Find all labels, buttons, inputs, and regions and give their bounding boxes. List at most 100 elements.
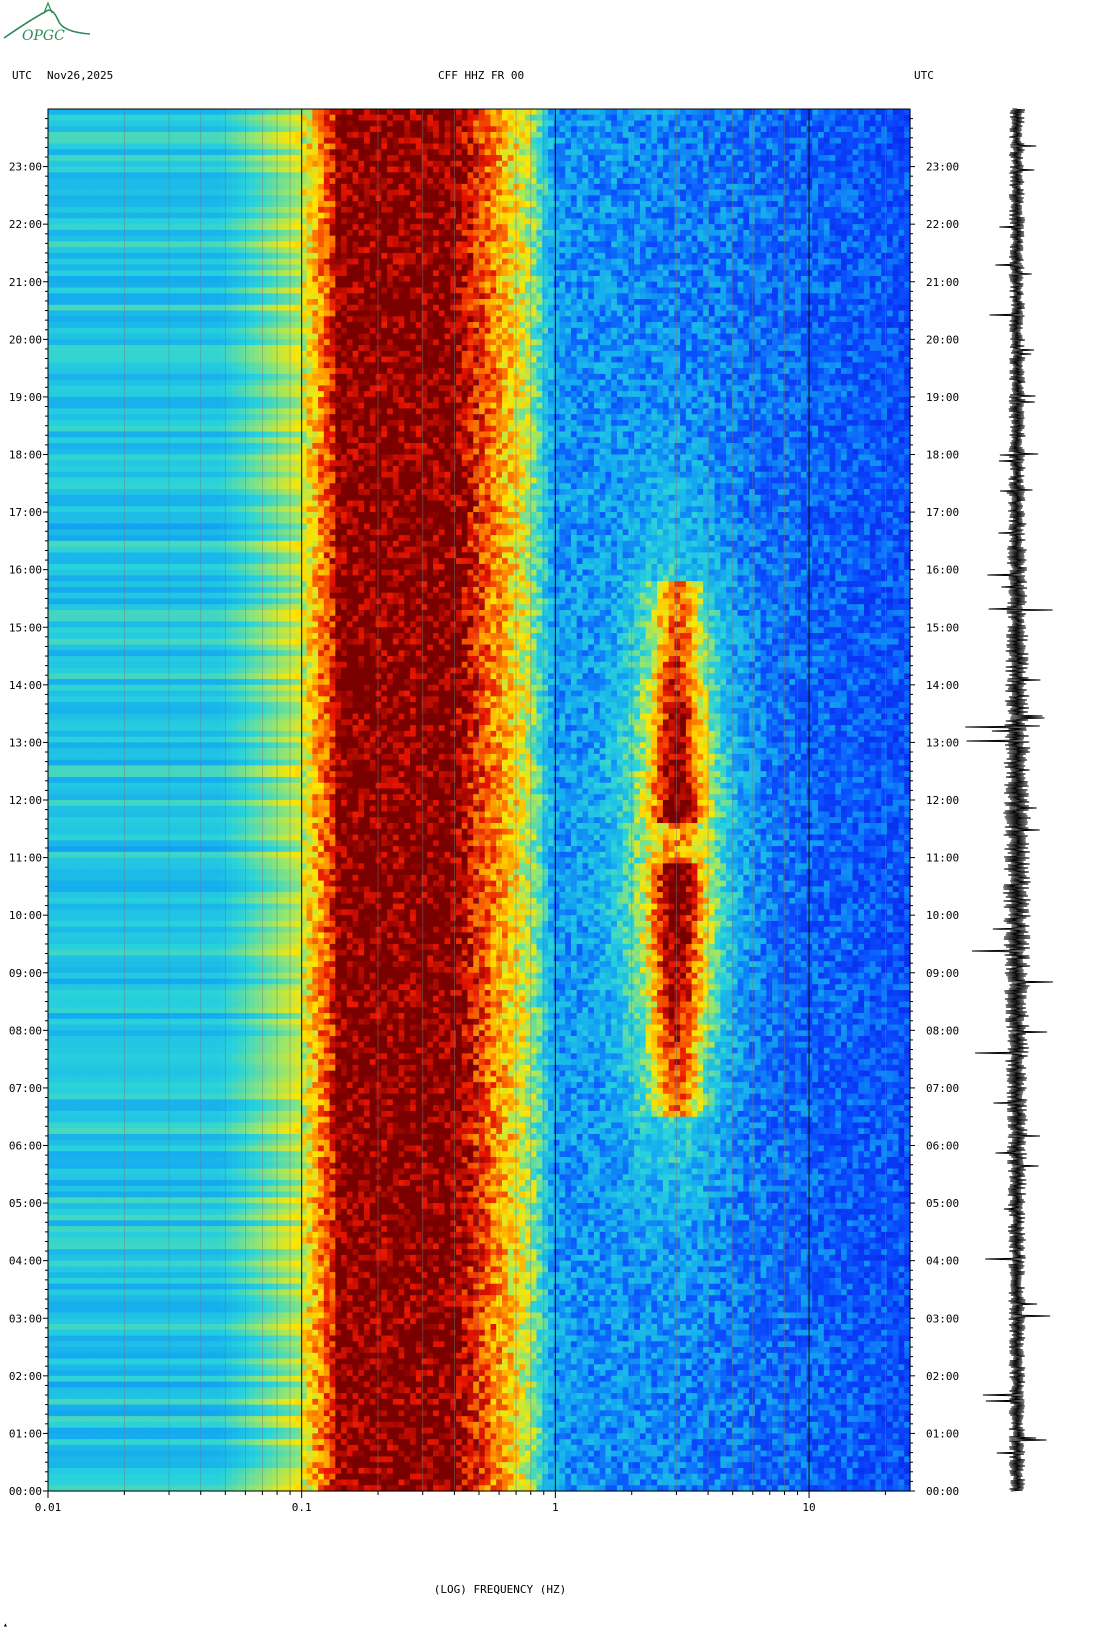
heatmap-cell bbox=[289, 126, 296, 133]
heatmap-cell bbox=[203, 247, 210, 254]
heatmap-cell bbox=[720, 229, 727, 237]
heatmap-cell bbox=[289, 287, 296, 294]
heatmap-cell bbox=[341, 235, 348, 243]
heatmap-cell bbox=[691, 293, 698, 300]
heatmap-cell bbox=[582, 126, 589, 133]
heatmap-cell bbox=[806, 264, 813, 271]
heatmap-cell bbox=[720, 132, 727, 139]
heatmap-cell bbox=[174, 126, 181, 133]
heatmap-cell bbox=[806, 218, 813, 225]
heatmap-cell bbox=[749, 270, 756, 277]
heatmap-cell bbox=[180, 299, 187, 306]
heatmap-cell bbox=[185, 224, 193, 231]
heatmap-cell bbox=[134, 270, 141, 277]
heatmap-cell bbox=[714, 264, 721, 271]
heatmap-cell bbox=[392, 178, 400, 185]
heatmap-cell bbox=[490, 160, 497, 168]
heatmap-cell bbox=[777, 218, 785, 225]
heatmap-cell bbox=[737, 241, 744, 248]
heatmap-cell bbox=[461, 160, 469, 168]
heatmap-cell bbox=[48, 235, 55, 243]
heatmap-cell bbox=[691, 114, 698, 122]
heatmap-cell bbox=[720, 120, 727, 127]
heatmap-cell bbox=[783, 281, 790, 289]
heatmap-cell bbox=[174, 149, 181, 156]
heatmap-cell bbox=[703, 137, 710, 145]
heatmap-cell bbox=[444, 166, 451, 173]
heatmap-cell bbox=[99, 258, 107, 266]
heatmap-cell bbox=[387, 149, 394, 156]
heatmap-cell bbox=[318, 241, 325, 248]
heatmap-cell bbox=[433, 293, 440, 300]
heatmap-cell bbox=[818, 224, 825, 231]
heatmap-cell bbox=[450, 229, 457, 237]
heatmap-cell bbox=[818, 264, 825, 271]
heatmap-cell bbox=[513, 235, 520, 243]
heatmap-cell bbox=[461, 132, 469, 139]
heatmap-cell bbox=[760, 172, 767, 179]
heatmap-cell bbox=[352, 258, 359, 266]
heatmap-cell bbox=[318, 252, 325, 260]
heatmap-cell bbox=[438, 166, 446, 173]
heatmap-cell bbox=[513, 293, 520, 300]
heatmap-cell bbox=[524, 114, 532, 122]
heatmap-cell bbox=[726, 201, 733, 208]
heatmap-cell bbox=[387, 281, 394, 289]
heatmap-cell bbox=[168, 143, 176, 150]
heatmap-cell bbox=[243, 143, 250, 150]
heatmap-cell bbox=[651, 189, 658, 196]
heatmap-cell bbox=[576, 126, 584, 133]
heatmap-cell bbox=[887, 183, 894, 191]
heatmap-cell bbox=[318, 178, 325, 185]
heatmap-cell bbox=[841, 132, 848, 139]
heatmap-cell bbox=[266, 247, 273, 254]
heatmap-cell bbox=[852, 109, 859, 116]
heatmap-cell bbox=[358, 178, 365, 185]
heatmap-cell bbox=[507, 178, 515, 185]
heatmap-cell bbox=[461, 247, 469, 254]
heatmap-cell bbox=[306, 120, 313, 127]
heatmap-cell bbox=[760, 281, 767, 289]
heatmap-cell bbox=[720, 287, 727, 294]
heatmap-cell bbox=[812, 120, 819, 127]
heatmap-cell bbox=[645, 195, 652, 202]
heatmap-cell bbox=[691, 241, 698, 248]
heatmap-cell bbox=[737, 172, 744, 179]
heatmap-cell bbox=[524, 143, 532, 150]
heatmap-cell bbox=[300, 241, 308, 248]
heatmap-cell bbox=[559, 212, 566, 220]
heatmap-cell bbox=[622, 178, 630, 185]
heatmap-cell bbox=[657, 132, 664, 139]
heatmap-cell bbox=[249, 195, 256, 202]
heatmap-cell bbox=[168, 120, 176, 127]
heatmap-cell bbox=[634, 189, 641, 196]
heatmap-cell bbox=[157, 155, 164, 162]
heatmap-cell bbox=[542, 241, 549, 248]
heatmap-cell bbox=[553, 114, 561, 122]
heatmap-cell bbox=[547, 212, 555, 220]
heatmap-cell bbox=[639, 201, 647, 208]
heatmap-cell bbox=[168, 241, 176, 248]
heatmap-cell bbox=[283, 212, 290, 220]
heatmap-cell bbox=[754, 241, 762, 248]
heatmap-cell bbox=[530, 166, 538, 173]
heatmap-cell bbox=[484, 252, 492, 260]
heatmap-cell bbox=[260, 299, 267, 306]
heatmap-cell bbox=[547, 218, 555, 225]
heatmap-cell bbox=[369, 218, 377, 225]
heatmap-cell bbox=[869, 166, 877, 173]
heatmap-cell bbox=[806, 241, 813, 248]
heatmap-cell bbox=[237, 143, 244, 150]
heatmap-cell bbox=[329, 114, 336, 122]
heatmap-cell bbox=[530, 109, 538, 116]
heatmap-cell bbox=[651, 155, 658, 162]
heatmap-cell bbox=[634, 212, 641, 220]
heatmap-cell bbox=[226, 218, 233, 225]
heatmap-cell bbox=[708, 252, 716, 260]
heatmap-cell bbox=[731, 235, 739, 243]
heatmap-cell bbox=[404, 206, 411, 214]
heatmap-cell bbox=[783, 149, 790, 156]
heatmap-cell bbox=[214, 206, 221, 214]
heatmap-cell bbox=[749, 275, 756, 283]
heatmap-cell bbox=[174, 264, 181, 271]
